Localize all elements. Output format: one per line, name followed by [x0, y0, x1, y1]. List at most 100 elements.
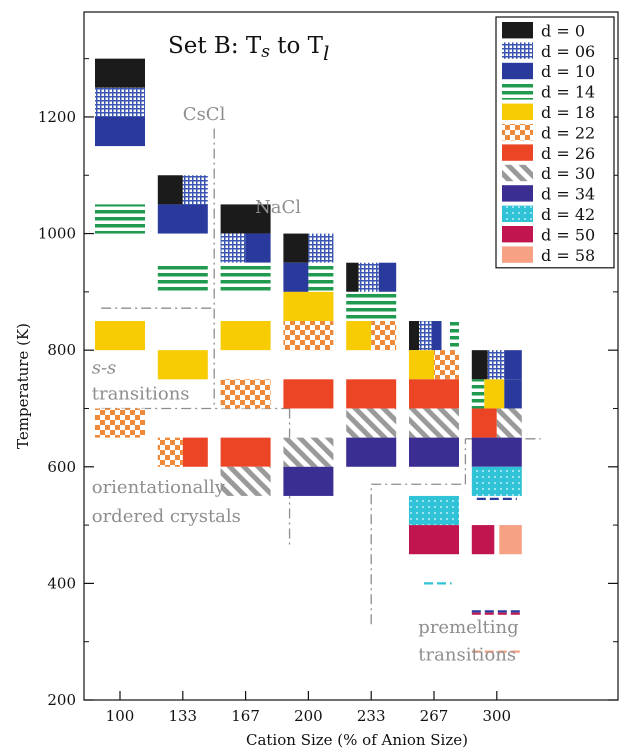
block-d42: [409, 495, 459, 526]
block-d34: [471, 437, 522, 467]
legend-swatch: [502, 62, 533, 80]
legend-swatch: [502, 103, 533, 120]
block-d30: [220, 466, 271, 496]
legend-label: d = 0: [541, 21, 585, 40]
legend-swatch: [502, 22, 533, 39]
block-d14: [450, 321, 459, 351]
legend-swatch: [502, 124, 533, 141]
block-d18: [157, 350, 208, 380]
data-blocks: [95, 58, 522, 555]
block-d42: [471, 466, 522, 496]
block-d26: [182, 437, 208, 467]
x-tick-label: 267: [420, 707, 449, 725]
block-d14: [471, 379, 485, 409]
y-tick-label: 800: [47, 341, 76, 359]
block-d0: [220, 204, 271, 234]
block-d22: [371, 321, 397, 351]
legend-swatch: [502, 205, 533, 222]
legend-label: d = 06: [541, 42, 595, 61]
plot-frame: [83, 11, 619, 701]
data-dashes: [424, 497, 522, 653]
block-d0: [95, 58, 145, 88]
block-d06: [182, 175, 208, 205]
annotation: s-s: [92, 357, 117, 378]
block-d0: [471, 350, 488, 380]
block-d14: [346, 291, 397, 322]
block-d10: [504, 379, 522, 409]
block-d26: [471, 408, 497, 438]
block-d18: [346, 321, 372, 351]
annotation: transitions: [418, 644, 516, 665]
y-axis-title: Temperature (K): [14, 323, 32, 449]
legend-swatch: [502, 144, 533, 161]
legend-label: d = 18: [541, 103, 595, 122]
block-d18: [484, 379, 505, 409]
annotation: NaCl: [255, 197, 301, 218]
block-d26: [220, 437, 271, 467]
block-d30: [409, 408, 459, 438]
annotations: CsCl NaCl s-s transitions orientationally ord…: [92, 104, 519, 665]
legend-label: d = 10: [541, 62, 595, 81]
block-d50: [409, 525, 459, 555]
legend-swatch: [502, 246, 533, 263]
y-tick-label: 400: [47, 574, 76, 592]
x-tick-label: 300: [482, 707, 511, 725]
block-d0: [283, 233, 309, 263]
block-d10: [431, 321, 442, 351]
block-d06: [419, 321, 432, 351]
block-d30: [346, 408, 397, 438]
y-tick-label: 200: [47, 691, 76, 709]
block-d10: [245, 233, 271, 263]
x-tick-label: 200: [294, 707, 323, 725]
block-d14: [308, 262, 334, 292]
legend-label: d = 58: [541, 246, 595, 265]
block-d30: [496, 408, 522, 438]
block-d30: [283, 437, 334, 467]
block-d26: [283, 379, 334, 409]
legend-swatch: [502, 83, 533, 100]
axes: 200 400 600 800 1000 1200 100 133 167 200 233 267 30…: [38, 58, 618, 725]
legend-swatch: [502, 226, 533, 243]
block-d0: [409, 321, 419, 351]
block-d06: [358, 262, 379, 292]
x-tick-label: 233: [357, 707, 386, 725]
block-d34: [346, 437, 397, 467]
legend-swatch: [502, 164, 533, 182]
block-d22: [157, 437, 183, 467]
block-d18: [283, 291, 334, 322]
block-d22: [95, 408, 145, 438]
boundary-lines: [101, 128, 541, 625]
block-d10: [283, 262, 309, 292]
x-tick-label: 133: [168, 707, 197, 725]
legend-swatch: [502, 42, 533, 59]
block-d58: [499, 525, 522, 555]
y-tick-label: 1000: [38, 225, 76, 243]
block-d18: [409, 350, 434, 380]
legend-label: d = 26: [541, 144, 595, 163]
block-d26: [409, 379, 459, 409]
plot-border: [83, 11, 619, 701]
annotation: CsCl: [183, 104, 226, 125]
legend: d = 0 d = 06d = 10 d = 14d = 18d = 22 d = 2…: [495, 16, 615, 269]
x-tick-label: 100: [106, 707, 135, 725]
block-d06: [220, 233, 246, 263]
chart-title: Set B: Ts to Tl: [168, 33, 329, 65]
y-tick-label: 1200: [38, 108, 76, 126]
block-d14: [95, 204, 145, 234]
block-d18: [95, 321, 145, 351]
annotation: orientationally: [92, 477, 226, 498]
block-d34: [409, 437, 459, 467]
block-d14: [220, 262, 271, 292]
block-d06: [308, 233, 334, 263]
block-d34: [283, 466, 334, 496]
block-d22: [220, 379, 271, 409]
annotation: ordered crystals: [92, 506, 241, 527]
annotation: premelting: [418, 617, 518, 638]
block-d0: [157, 175, 183, 205]
x-tick-label: 167: [231, 707, 260, 725]
legend-label: d = 42: [541, 205, 595, 224]
x-axis-title: Cation Size (% of Anion Size): [246, 731, 468, 749]
legend-label: d = 14: [541, 83, 595, 102]
block-d22: [283, 321, 334, 351]
block-d06: [487, 350, 505, 380]
